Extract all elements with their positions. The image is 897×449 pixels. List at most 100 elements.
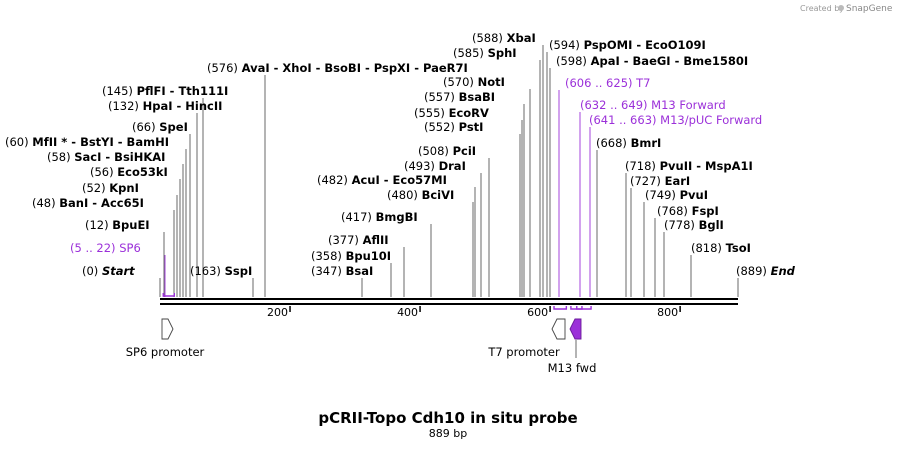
site-label-pvuii-mspa1i: (718) PvuII - MspA1I (625, 159, 753, 173)
site-position: (576) (207, 61, 242, 75)
site-label-pcii: (508) PciI (418, 144, 476, 158)
site-name: PflFI - Tth111I (137, 84, 229, 98)
site-name: AvaI - XhoI - BsoBI - PspXI - PaeR7I (242, 61, 468, 75)
site-position: (632 .. 649) (580, 98, 651, 112)
site-name: SpeI (159, 120, 188, 134)
sp6-promoter-arrow (161, 318, 174, 340)
snapgene-credit: Created by SnapGene (800, 4, 893, 14)
site-position: (778) (664, 218, 699, 232)
site-position: (48) (32, 196, 59, 210)
site-name: ApaI - BaeGI - Bme1580I (591, 54, 749, 68)
site-name: SphI (488, 46, 517, 60)
tick-label-800: 800 (657, 306, 678, 319)
site-name: T7 (635, 76, 650, 90)
site-label-bgli: (778) BglI (664, 218, 724, 232)
site-label-bpu10i: (358) Bpu10I (311, 249, 391, 263)
site-name: BanI - Acc65I (59, 196, 144, 210)
credit-prefix: Created by (800, 4, 844, 13)
site-name: PspOMI - EcoO109I (584, 38, 706, 52)
site-name: PvuI (680, 188, 708, 202)
site-position: (889) (736, 264, 771, 278)
site-label-bsai: (347) BsaI (311, 264, 373, 278)
site-position: (132) (108, 99, 143, 113)
site-position: (60) (5, 135, 32, 149)
site-name: M13 Forward (651, 98, 725, 112)
site-label-eco53ki: (56) Eco53kI (90, 165, 168, 179)
site-position: (718) (625, 159, 660, 173)
site-position: (768) (657, 204, 692, 218)
sp6-primer-bar (162, 293, 176, 297)
m13-fwd-label: M13 fwd (548, 361, 597, 375)
site-label-t7: (606 .. 625) T7 (565, 76, 651, 90)
site-label-xbai: (588) XbaI (472, 31, 536, 45)
site-label-drai: (493) DraI (404, 159, 466, 173)
site-label-fspi: (768) FspI (657, 204, 719, 218)
site-label-bcivi: (480) BciVI (387, 188, 454, 202)
site-label-m13-forward: (632 .. 649) M13 Forward (580, 98, 726, 112)
site-label-bpuei: (12) BpuEI (85, 218, 150, 232)
site-name: PvuII - MspA1I (660, 159, 753, 173)
site-name: BglI (699, 218, 724, 232)
site-name: AflII (363, 233, 389, 247)
site-label-sphi: (585) SphI (453, 46, 517, 60)
site-label-bani-acc65i: (48) BanI - Acc65I (32, 196, 144, 210)
site-position: (5 .. 22) (70, 241, 119, 255)
site-name: TsoI (726, 241, 751, 255)
site-name: BmrI (631, 136, 662, 150)
site-name: NotI (478, 75, 505, 89)
site-position: (58) (47, 150, 74, 164)
site-label-acui-eco57mi: (482) AcuI - Eco57MI (317, 173, 447, 187)
credit-brand: SnapGene (846, 4, 893, 14)
site-label-bsabi: (557) BsaBI (424, 90, 495, 104)
site-position: (585) (453, 46, 488, 60)
map-title: pCRII-Topo Cdh10 in situ probe (318, 409, 577, 427)
site-name: KpnI (109, 181, 139, 195)
site-position: (594) (549, 38, 584, 52)
site-name: BmgBI (376, 210, 418, 224)
site-name: PciI (453, 144, 476, 158)
site-position: (417) (341, 210, 376, 224)
site-label-saci-bsihkai: (58) SacI - BsiHKAI (47, 150, 165, 164)
site-position: (377) (328, 233, 363, 247)
site-label-ecorv: (555) EcoRV (414, 106, 489, 120)
backbone-top-strand (160, 298, 738, 300)
site-position: (52) (82, 181, 109, 195)
m13-puc-forward-primer-bar (576, 306, 592, 310)
site-name: PstI (459, 120, 484, 134)
site-label-spei: (66) SpeI (132, 120, 188, 134)
site-label-start: (0) Start (82, 264, 135, 278)
site-position: (0) (82, 264, 102, 278)
t7-promoter-label: T7 promoter (487, 345, 560, 359)
site-label-sspi: (163) SspI (190, 264, 252, 278)
site-position: (641 .. 663) (589, 113, 660, 127)
site-position: (588) (472, 31, 507, 45)
site-label-pflfi-tth111i: (145) PflFI - Tth111I (102, 84, 228, 98)
site-label-psti: (552) PstI (424, 120, 483, 134)
site-position: (749) (645, 188, 680, 202)
site-position: (668) (596, 136, 631, 150)
site-position: (552) (424, 120, 459, 134)
site-label-pspomi-ecoo109i: (594) PspOMI - EcoO109I (549, 38, 706, 52)
site-name: SspI (225, 264, 253, 278)
site-name: BciVI (422, 188, 455, 202)
tick-label-200: 200 (267, 306, 288, 319)
sequence-backbone (160, 298, 738, 305)
site-name: FspI (692, 204, 719, 218)
site-label-mfii-bstyi-bamhi: (60) MfII * - BstYI - BamHI (5, 135, 169, 149)
backbone-bottom-strand (160, 303, 738, 305)
site-position: (508) (418, 144, 453, 158)
site-label-apai-baegi-bme1580i: (598) ApaI - BaeGI - Bme1580I (556, 54, 748, 68)
m13-fwd-arrow (569, 318, 582, 340)
site-name: MfII * - BstYI - BamHI (32, 135, 169, 149)
site-position: (145) (102, 84, 137, 98)
site-label-avai-xhoi-bsobi-pspxi-paer7i: (576) AvaI - XhoI - BsoBI - PspXI - PaeR… (207, 61, 468, 75)
site-position: (570) (443, 75, 478, 89)
site-label-pvui: (749) PvuI (645, 188, 708, 202)
site-position: (598) (556, 54, 591, 68)
site-name: EcoRV (449, 106, 489, 120)
site-position: (358) (311, 249, 346, 263)
site-label-bmri: (668) BmrI (596, 136, 661, 150)
site-name: HpaI - HincII (143, 99, 223, 113)
site-name: BsaBI (459, 90, 495, 104)
